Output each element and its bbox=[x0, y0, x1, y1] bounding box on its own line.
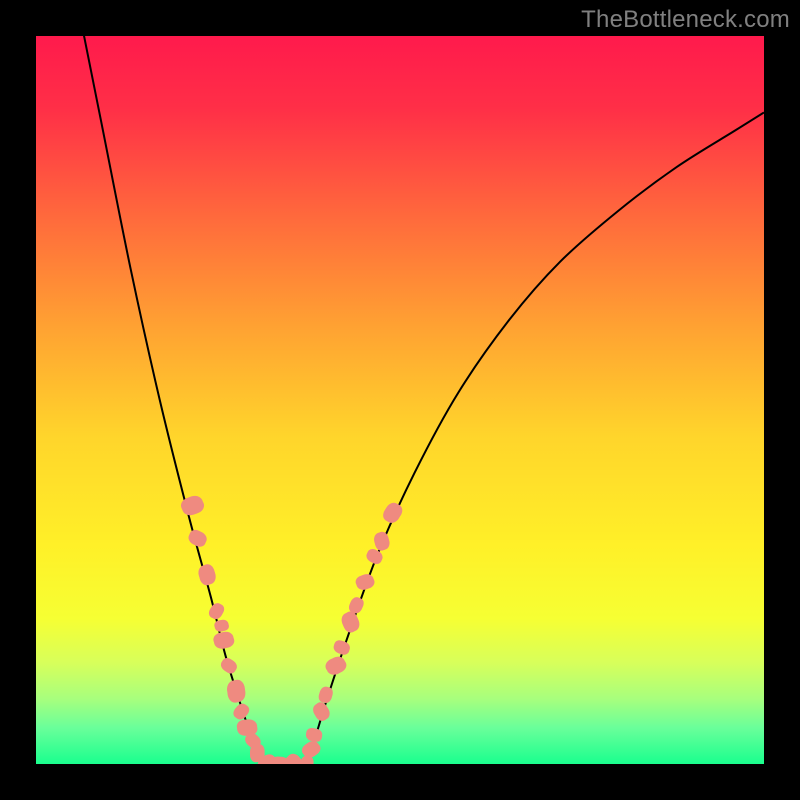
data-marker bbox=[213, 618, 231, 634]
data-markers bbox=[178, 492, 406, 764]
chart-container: TheBottleneck.com bbox=[0, 0, 800, 800]
data-marker bbox=[211, 628, 236, 652]
data-marker bbox=[338, 609, 363, 635]
data-marker bbox=[178, 492, 206, 519]
plot-area bbox=[36, 36, 764, 764]
data-marker bbox=[187, 529, 208, 547]
bottleneck-curve bbox=[80, 36, 764, 764]
data-marker bbox=[365, 548, 384, 564]
data-marker bbox=[195, 562, 219, 588]
watermark-label: TheBottleneck.com bbox=[581, 6, 790, 34]
data-marker bbox=[219, 657, 239, 675]
data-marker bbox=[232, 702, 250, 722]
chart-svg bbox=[36, 36, 764, 764]
data-marker bbox=[208, 602, 225, 621]
data-marker bbox=[224, 677, 249, 705]
